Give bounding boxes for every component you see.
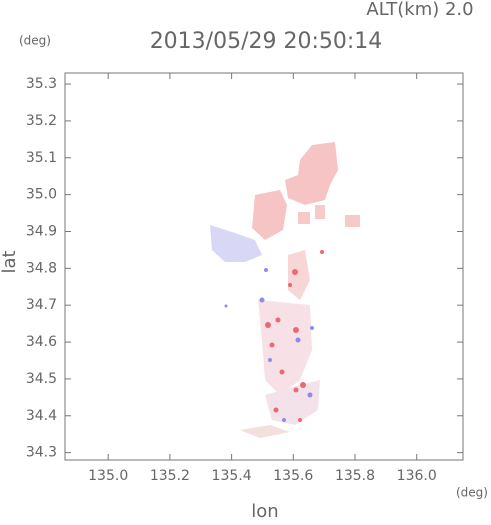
y-tick-label: 34.8 — [26, 260, 57, 276]
plot-frame — [64, 72, 464, 461]
y-tick-label: 34.3 — [26, 445, 57, 461]
x-axis-label: lon — [251, 501, 278, 521]
x-tick-label: 136.0 — [397, 468, 437, 484]
y-tick-label: 34.5 — [26, 371, 57, 387]
x-tick-label: 135.2 — [150, 468, 190, 484]
radar-echo — [210, 142, 360, 438]
x-unit: (deg) — [456, 486, 488, 500]
altitude-label: ALT(km) 2.0 — [366, 0, 473, 20]
y-tick-label: 34.9 — [26, 223, 57, 239]
chart-title: 2013/05/29 20:50:14 — [150, 29, 383, 54]
y-tick-label: 35.3 — [26, 76, 57, 92]
y-tick-label: 34.4 — [26, 408, 57, 424]
y-axis-label: lat — [0, 250, 20, 273]
y-tick-label: 35.0 — [26, 187, 57, 203]
x-tick-label: 135.8 — [335, 468, 375, 484]
y-tick-label: 34.6 — [26, 334, 57, 350]
x-tick-label: 135.6 — [273, 468, 313, 484]
y-tick-label: 35.2 — [26, 113, 57, 129]
x-tick-label: 135.4 — [212, 468, 252, 484]
y-tick-label: 34.7 — [26, 297, 57, 313]
y-unit: (deg) — [19, 34, 51, 48]
x-tick-label: 135.0 — [88, 468, 128, 484]
y-tick-label: 35.1 — [26, 150, 57, 166]
